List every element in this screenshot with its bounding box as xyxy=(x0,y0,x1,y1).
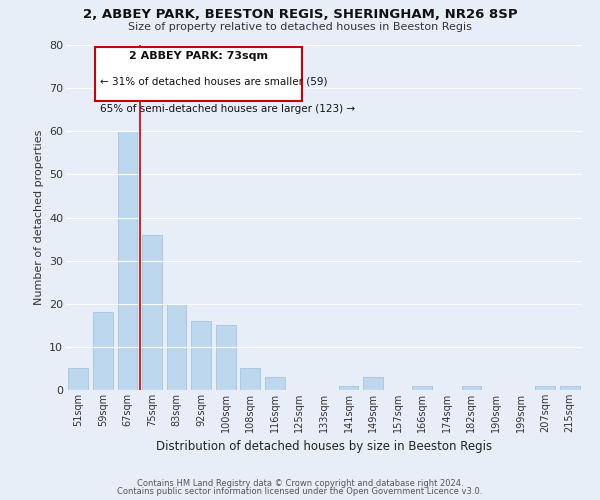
Text: 2, ABBEY PARK, BEESTON REGIS, SHERINGHAM, NR26 8SP: 2, ABBEY PARK, BEESTON REGIS, SHERINGHAM… xyxy=(83,8,517,20)
Bar xyxy=(93,312,113,390)
Bar xyxy=(216,326,236,390)
Text: Size of property relative to detached houses in Beeston Regis: Size of property relative to detached ho… xyxy=(128,22,472,32)
Bar xyxy=(118,131,137,390)
Bar xyxy=(412,386,432,390)
Text: 65% of semi-detached houses are larger (123) →: 65% of semi-detached houses are larger (… xyxy=(100,104,356,114)
Bar xyxy=(461,386,481,390)
Bar xyxy=(142,235,162,390)
Text: ← 31% of detached houses are smaller (59): ← 31% of detached houses are smaller (59… xyxy=(100,76,328,86)
Bar xyxy=(560,386,580,390)
FancyBboxPatch shape xyxy=(95,47,302,101)
Y-axis label: Number of detached properties: Number of detached properties xyxy=(34,130,44,305)
Bar xyxy=(191,321,211,390)
Bar xyxy=(535,386,555,390)
Bar xyxy=(68,368,88,390)
Text: Contains HM Land Registry data © Crown copyright and database right 2024.: Contains HM Land Registry data © Crown c… xyxy=(137,478,463,488)
Bar xyxy=(167,304,187,390)
X-axis label: Distribution of detached houses by size in Beeston Regis: Distribution of detached houses by size … xyxy=(156,440,492,454)
Bar xyxy=(241,368,260,390)
Text: 2 ABBEY PARK: 73sqm: 2 ABBEY PARK: 73sqm xyxy=(129,50,268,60)
Text: Contains public sector information licensed under the Open Government Licence v3: Contains public sector information licen… xyxy=(118,487,482,496)
Bar xyxy=(265,377,284,390)
Bar xyxy=(364,377,383,390)
Bar xyxy=(339,386,358,390)
